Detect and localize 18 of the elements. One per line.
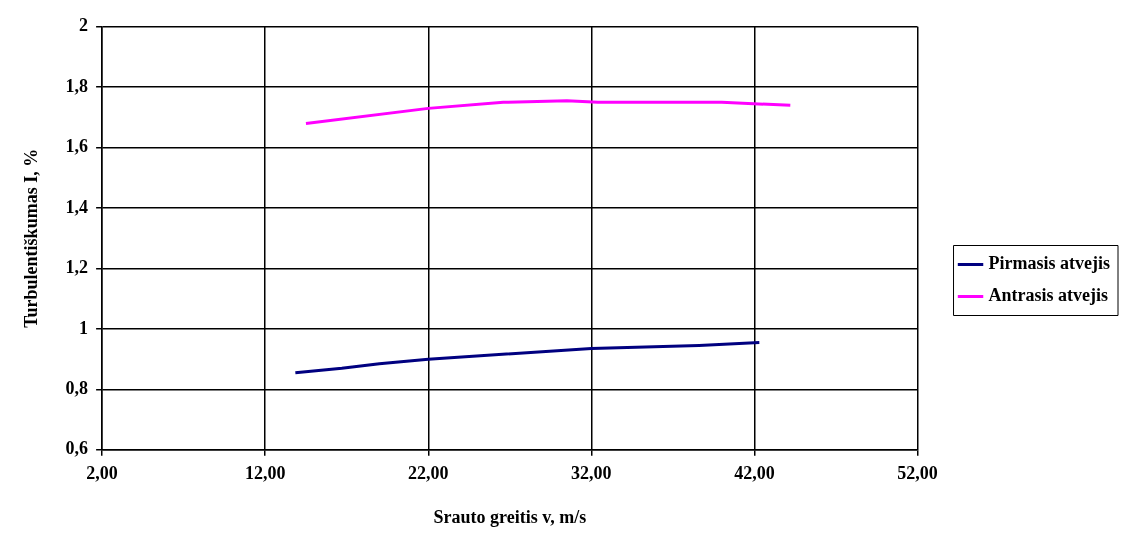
x-axis-title: Srauto greitis v, m/s <box>433 506 587 527</box>
x-tick-label: 42,00 <box>734 463 775 484</box>
x-tick-label: 52,00 <box>897 463 938 484</box>
x-tick-label: 12,00 <box>244 463 286 484</box>
x-tick-label: 2,00 <box>86 463 118 484</box>
y-tick-label: 1 <box>79 317 89 338</box>
y-tick-label: 0,6 <box>65 438 89 459</box>
y-tick-label: 1,6 <box>65 136 89 157</box>
y-tick-label: 1,2 <box>65 257 89 278</box>
y-tick-label: 0,8 <box>65 378 89 399</box>
legend-label: Antrasis atvejis <box>988 285 1109 306</box>
x-tick-label: 32,00 <box>571 463 612 484</box>
y-tick-label: 1,4 <box>65 196 89 217</box>
y-axis-title: Turbulentiškumas I, % <box>21 148 42 328</box>
y-tick-label: 1,8 <box>65 75 89 96</box>
y-tick-label: 2 <box>79 15 89 36</box>
x-tick-label: 22,00 <box>408 463 449 484</box>
legend-label: Pirmasis atvejis <box>988 253 1111 274</box>
